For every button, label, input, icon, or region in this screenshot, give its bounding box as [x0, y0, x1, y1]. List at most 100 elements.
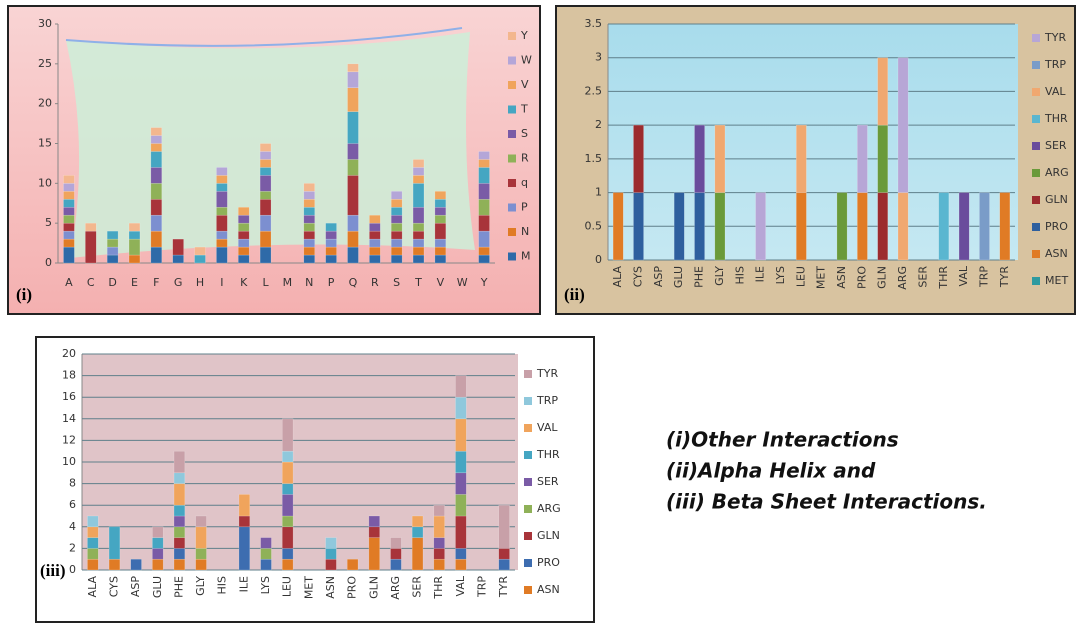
bar-segment: [348, 64, 359, 72]
y-tick-label: 20: [62, 347, 76, 360]
bar-segment: [435, 247, 446, 255]
bar-segment: [413, 247, 424, 255]
bar-segment: [107, 231, 118, 239]
bar-segment: [304, 191, 315, 199]
x-tick-label: F: [153, 276, 159, 289]
bar-segment: [87, 527, 98, 538]
y-tick-label: 20: [38, 97, 52, 110]
bar-segment: [260, 144, 271, 152]
bar-segment: [391, 255, 402, 263]
bar-segment: [898, 193, 908, 260]
y-tick-label: 0: [69, 563, 76, 576]
legend-label: SER: [1045, 139, 1067, 152]
bar-segment: [152, 548, 163, 559]
bar-segment: [304, 231, 315, 239]
bar-segment: [434, 548, 445, 559]
bar-segment: [435, 239, 446, 247]
bar-segment: [479, 255, 490, 263]
bar-segment: [633, 193, 643, 260]
bar-segment: [174, 538, 185, 549]
bar-segment: [151, 167, 162, 183]
legend-label: S: [521, 127, 528, 140]
y-tick-label: 1: [595, 186, 602, 199]
x-tick-label: T: [414, 276, 422, 289]
figure: (i)Other Interactions (ii)Alpha Helix an…: [0, 0, 1080, 626]
x-tick-label: Y: [480, 276, 488, 289]
legend-swatch: [508, 204, 516, 212]
x-tick-label: VAL: [454, 575, 467, 596]
bar-segment: [109, 527, 120, 559]
bar-segment: [479, 231, 490, 247]
x-tick-label: TRP: [476, 576, 489, 598]
bar-segment: [282, 494, 293, 516]
bar-segment: [260, 167, 271, 175]
bar-segment: [455, 516, 466, 548]
x-tick-label: GLU: [672, 266, 685, 288]
legend-swatch: [524, 424, 532, 432]
bar-segment: [107, 255, 118, 263]
bar-segment: [85, 223, 96, 231]
caption: (iii) Beta Sheet Interactions.: [666, 490, 987, 514]
bar-segment: [455, 397, 466, 419]
legend-swatch: [508, 106, 516, 114]
legend-label: R: [521, 152, 529, 165]
bar-segment: [282, 462, 293, 484]
x-tick-label: THR: [937, 266, 950, 290]
bar-segment: [369, 231, 380, 239]
bar-segment: [326, 548, 337, 559]
bar-segment: [238, 223, 249, 231]
bar-segment: [151, 128, 162, 136]
bar-segment: [326, 239, 337, 247]
bar-segment: [282, 419, 293, 451]
bar-segment: [238, 231, 249, 239]
x-tick-label: ASP: [129, 576, 142, 598]
x-tick-label: ILE: [754, 266, 767, 282]
bar-segment: [939, 193, 949, 260]
bar-segment: [857, 193, 867, 260]
bar-segment: [878, 125, 888, 192]
x-tick-label: H: [196, 276, 204, 289]
bar-segment: [282, 559, 293, 570]
bar-segment: [173, 255, 184, 263]
legend-swatch: [524, 559, 532, 567]
bar-segment: [326, 538, 337, 549]
bar-segment: [260, 151, 271, 159]
legend-swatch: [1032, 34, 1040, 42]
x-tick-label: CYS: [107, 576, 120, 597]
bar-segment: [455, 419, 466, 451]
bar-segment: [326, 231, 337, 239]
x-tick-label: PRO: [855, 266, 868, 289]
bar-segment: [216, 191, 227, 207]
x-tick-label: ALA: [611, 266, 624, 288]
y-tick-label: 1.5: [585, 152, 603, 165]
bar-segment: [348, 247, 359, 263]
bar-segment: [391, 247, 402, 255]
legend-swatch: [1032, 250, 1040, 258]
legend-swatch: [524, 586, 532, 594]
bar-segment: [391, 191, 402, 199]
x-tick-label: PRO: [346, 576, 359, 599]
bar-segment: [174, 473, 185, 484]
x-tick-label: P: [328, 276, 335, 289]
bar-segment: [129, 223, 140, 231]
bar-segment: [216, 167, 227, 175]
bar-segment: [326, 255, 337, 263]
x-tick-label: Q: [349, 276, 358, 289]
bar-segment: [434, 516, 445, 538]
legend-swatch: [508, 130, 516, 138]
bar-segment: [756, 193, 766, 260]
legend-swatch: [508, 81, 516, 89]
x-tick-label: N: [305, 276, 313, 289]
x-tick-label: ILE: [237, 576, 250, 592]
x-tick-label: HIS: [733, 266, 746, 285]
bar-segment: [455, 494, 466, 516]
bar-segment: [109, 559, 120, 570]
x-tick-label: R: [371, 276, 379, 289]
bar-segment: [196, 527, 207, 549]
bar-segment: [63, 183, 74, 191]
bar-segment: [391, 223, 402, 231]
bar-segment: [216, 231, 227, 239]
x-tick-label: MET: [302, 576, 315, 599]
y-tick-label: 4: [69, 520, 76, 533]
x-tick-label: A: [65, 276, 73, 289]
